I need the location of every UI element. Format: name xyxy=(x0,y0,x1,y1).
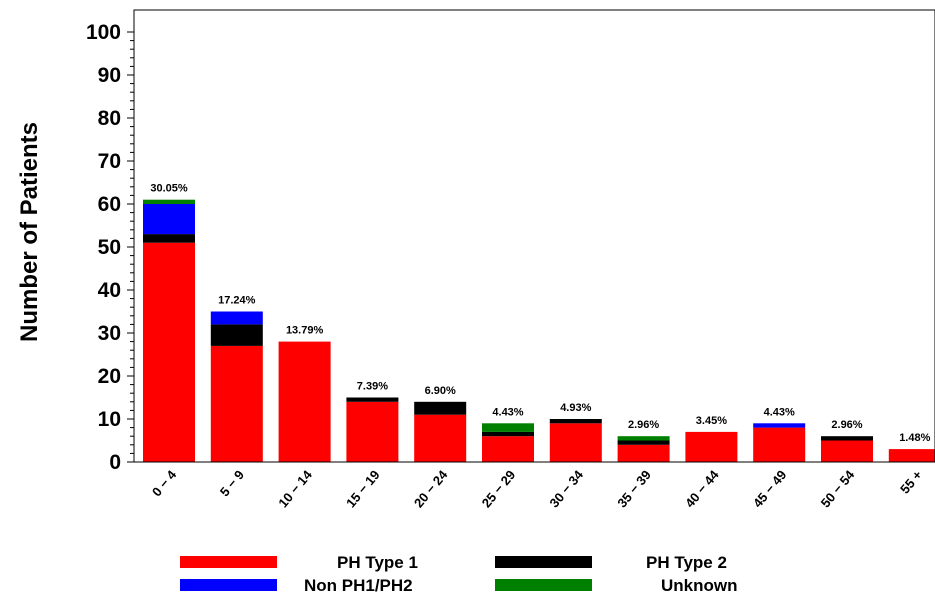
bar-segment-ph-type-1 xyxy=(210,345,263,462)
bar-percentage-label: 30.05% xyxy=(150,183,188,195)
legend-swatch xyxy=(180,556,277,568)
bar-segment-ph-type-2 xyxy=(210,324,263,346)
y-tick-label: 80 xyxy=(98,107,121,130)
bar-stack xyxy=(888,449,935,462)
y-tick-label: 40 xyxy=(98,279,121,302)
bar-stack xyxy=(278,341,331,462)
bar-percentage-label: 4.43% xyxy=(764,406,795,418)
legend-swatch xyxy=(495,579,592,591)
bar-stack xyxy=(414,401,467,462)
y-tick-label: 90 xyxy=(98,64,121,87)
bar-stack xyxy=(549,419,602,462)
bar-percentage-label: 17.24% xyxy=(218,295,256,307)
bar-stack xyxy=(143,199,195,462)
legend: PH Type 1 PH Type 2 Non PH1/PH2 Unknown xyxy=(180,553,738,595)
bar-segment-unknown xyxy=(482,423,534,432)
bar-segment-ph-type-1 xyxy=(346,401,399,462)
bar-percentage-labels: 30.05% 17.24% 13.79% 7.39% 6.90% 4.43% 4.93% 2.… xyxy=(150,183,930,444)
y-tick-label: 20 xyxy=(98,365,121,388)
bar-percentage-label: 1.48% xyxy=(899,432,930,444)
y-axis: 0 10 20 30 40 50 60 70 80 90 100 xyxy=(86,21,134,474)
y-tick-label: 70 xyxy=(98,150,121,173)
y-tick-label: 100 xyxy=(86,21,121,44)
bar-stack xyxy=(210,311,263,462)
bar-segment-ph-type-1 xyxy=(821,440,873,462)
y-tick-label: 10 xyxy=(98,408,121,431)
bar-percentage-label: 6.90% xyxy=(425,385,456,397)
bar-stack xyxy=(346,397,399,462)
bar-segment-ph-type-2 xyxy=(143,234,195,243)
bar-segment-ph-type-2 xyxy=(482,431,534,437)
y-axis-title: Number of Patients xyxy=(16,122,43,342)
bar-segment-unknown xyxy=(143,199,195,204)
bar-segment-non-ph1-ph2 xyxy=(143,204,195,235)
bar-segment-ph-type-2 xyxy=(617,440,670,445)
bar-percentage-label: 7.39% xyxy=(357,381,388,393)
bar-percentage-label: 4.43% xyxy=(492,406,523,418)
legend-item-ph-type-1: PH Type 1 xyxy=(180,553,418,572)
bar-stack xyxy=(685,431,738,462)
bar-segment-ph-type-2 xyxy=(346,397,399,402)
bar-segment-ph-type-1 xyxy=(685,431,738,462)
plot-frame xyxy=(133,9,935,463)
y-tick-label: 0 xyxy=(109,451,121,474)
bar-percentage-label: 2.96% xyxy=(831,419,862,431)
bar-segment-ph-type-1 xyxy=(143,242,195,462)
bar-segment-ph-type-1 xyxy=(414,414,467,462)
bar-percentage-label: 4.93% xyxy=(560,402,591,414)
bar-segment-non-ph1-ph2 xyxy=(210,311,263,325)
bar-stack xyxy=(821,436,873,462)
bar-segment-ph-type-1 xyxy=(617,444,670,462)
legend-item-unknown: Unknown xyxy=(495,576,738,595)
bar-percentage-label: 2.96% xyxy=(628,419,659,431)
bar-stack xyxy=(617,436,670,462)
legend-item-ph-type-2: PH Type 2 xyxy=(495,553,727,572)
bar-segment-ph-type-2 xyxy=(549,419,602,424)
bar-stacks xyxy=(143,199,935,462)
legend-label: Non PH1/PH2 xyxy=(304,576,413,595)
bar-segment-ph-type-1 xyxy=(753,427,806,462)
bar-percentage-label: 13.79% xyxy=(286,325,324,337)
bar-segment-ph-type-2 xyxy=(414,401,467,415)
y-tick-label: 30 xyxy=(98,322,121,345)
bar-stack xyxy=(753,423,806,462)
legend-item-non-ph1-ph2: Non PH1/PH2 xyxy=(180,576,413,595)
bar-segment-non-ph1-ph2 xyxy=(753,423,806,428)
legend-label: PH Type 1 xyxy=(337,553,418,572)
bar-segment-unknown xyxy=(617,436,670,441)
legend-swatch xyxy=(180,579,277,591)
legend-swatch xyxy=(495,556,592,568)
bar-stack xyxy=(482,423,534,462)
legend-label: Unknown xyxy=(661,576,738,595)
bar-segment-ph-type-1 xyxy=(549,423,602,462)
bar-segment-ph-type-2 xyxy=(821,436,873,441)
bar-percentage-label: 3.45% xyxy=(696,415,727,427)
y-tick-label: 50 xyxy=(98,236,121,259)
bar-segment-ph-type-1 xyxy=(482,436,534,462)
y-tick-label: 60 xyxy=(98,193,121,216)
bar-segment-ph-type-1 xyxy=(888,449,935,462)
bar-segment-ph-type-1 xyxy=(278,341,331,462)
legend-label: PH Type 2 xyxy=(646,553,727,572)
